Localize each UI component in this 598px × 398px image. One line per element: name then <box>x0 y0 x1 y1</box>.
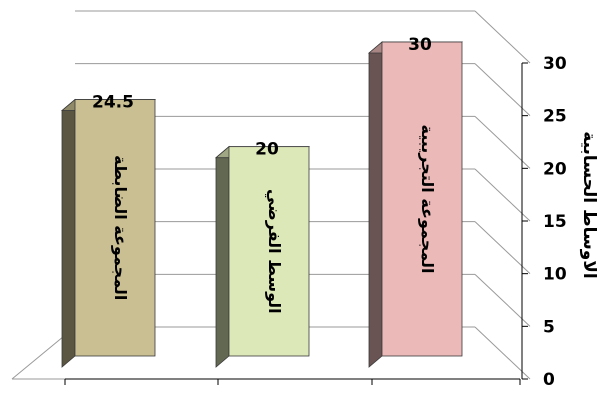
y-tick-label: 20 <box>543 159 567 179</box>
bar-side <box>216 147 229 367</box>
bar-side <box>62 100 75 367</box>
y-axis-title: الاوساط الحسابية <box>579 131 598 279</box>
data-label: 20 <box>255 140 279 160</box>
bar: 30 المجموعة التجريبية <box>369 35 462 367</box>
category-label: المجموعة الضابطة <box>111 155 130 300</box>
data-label: 30 <box>408 35 432 55</box>
gridline-side <box>475 11 530 63</box>
bars: 24.5 المجموعة الضابطة 20 الوسط الفرضي 30 المج… <box>62 35 462 367</box>
category-label: الوسط الفرضي <box>264 189 284 314</box>
y-tick-label: 30 <box>543 54 567 74</box>
category-label: المجموعة التجريبية <box>418 125 437 274</box>
y-tick-label: 25 <box>543 107 567 127</box>
y-tick-label: 0 <box>543 370 555 390</box>
y-tick-label: 5 <box>543 317 555 337</box>
y-tick-label: 15 <box>543 212 567 232</box>
bar-side <box>369 42 382 367</box>
data-label: 24.5 <box>92 93 134 113</box>
bar: 24.5 المجموعة الضابطة <box>62 93 155 367</box>
y-tick-label: 10 <box>543 265 567 285</box>
bar: 20 الوسط الفرضي <box>216 140 309 367</box>
